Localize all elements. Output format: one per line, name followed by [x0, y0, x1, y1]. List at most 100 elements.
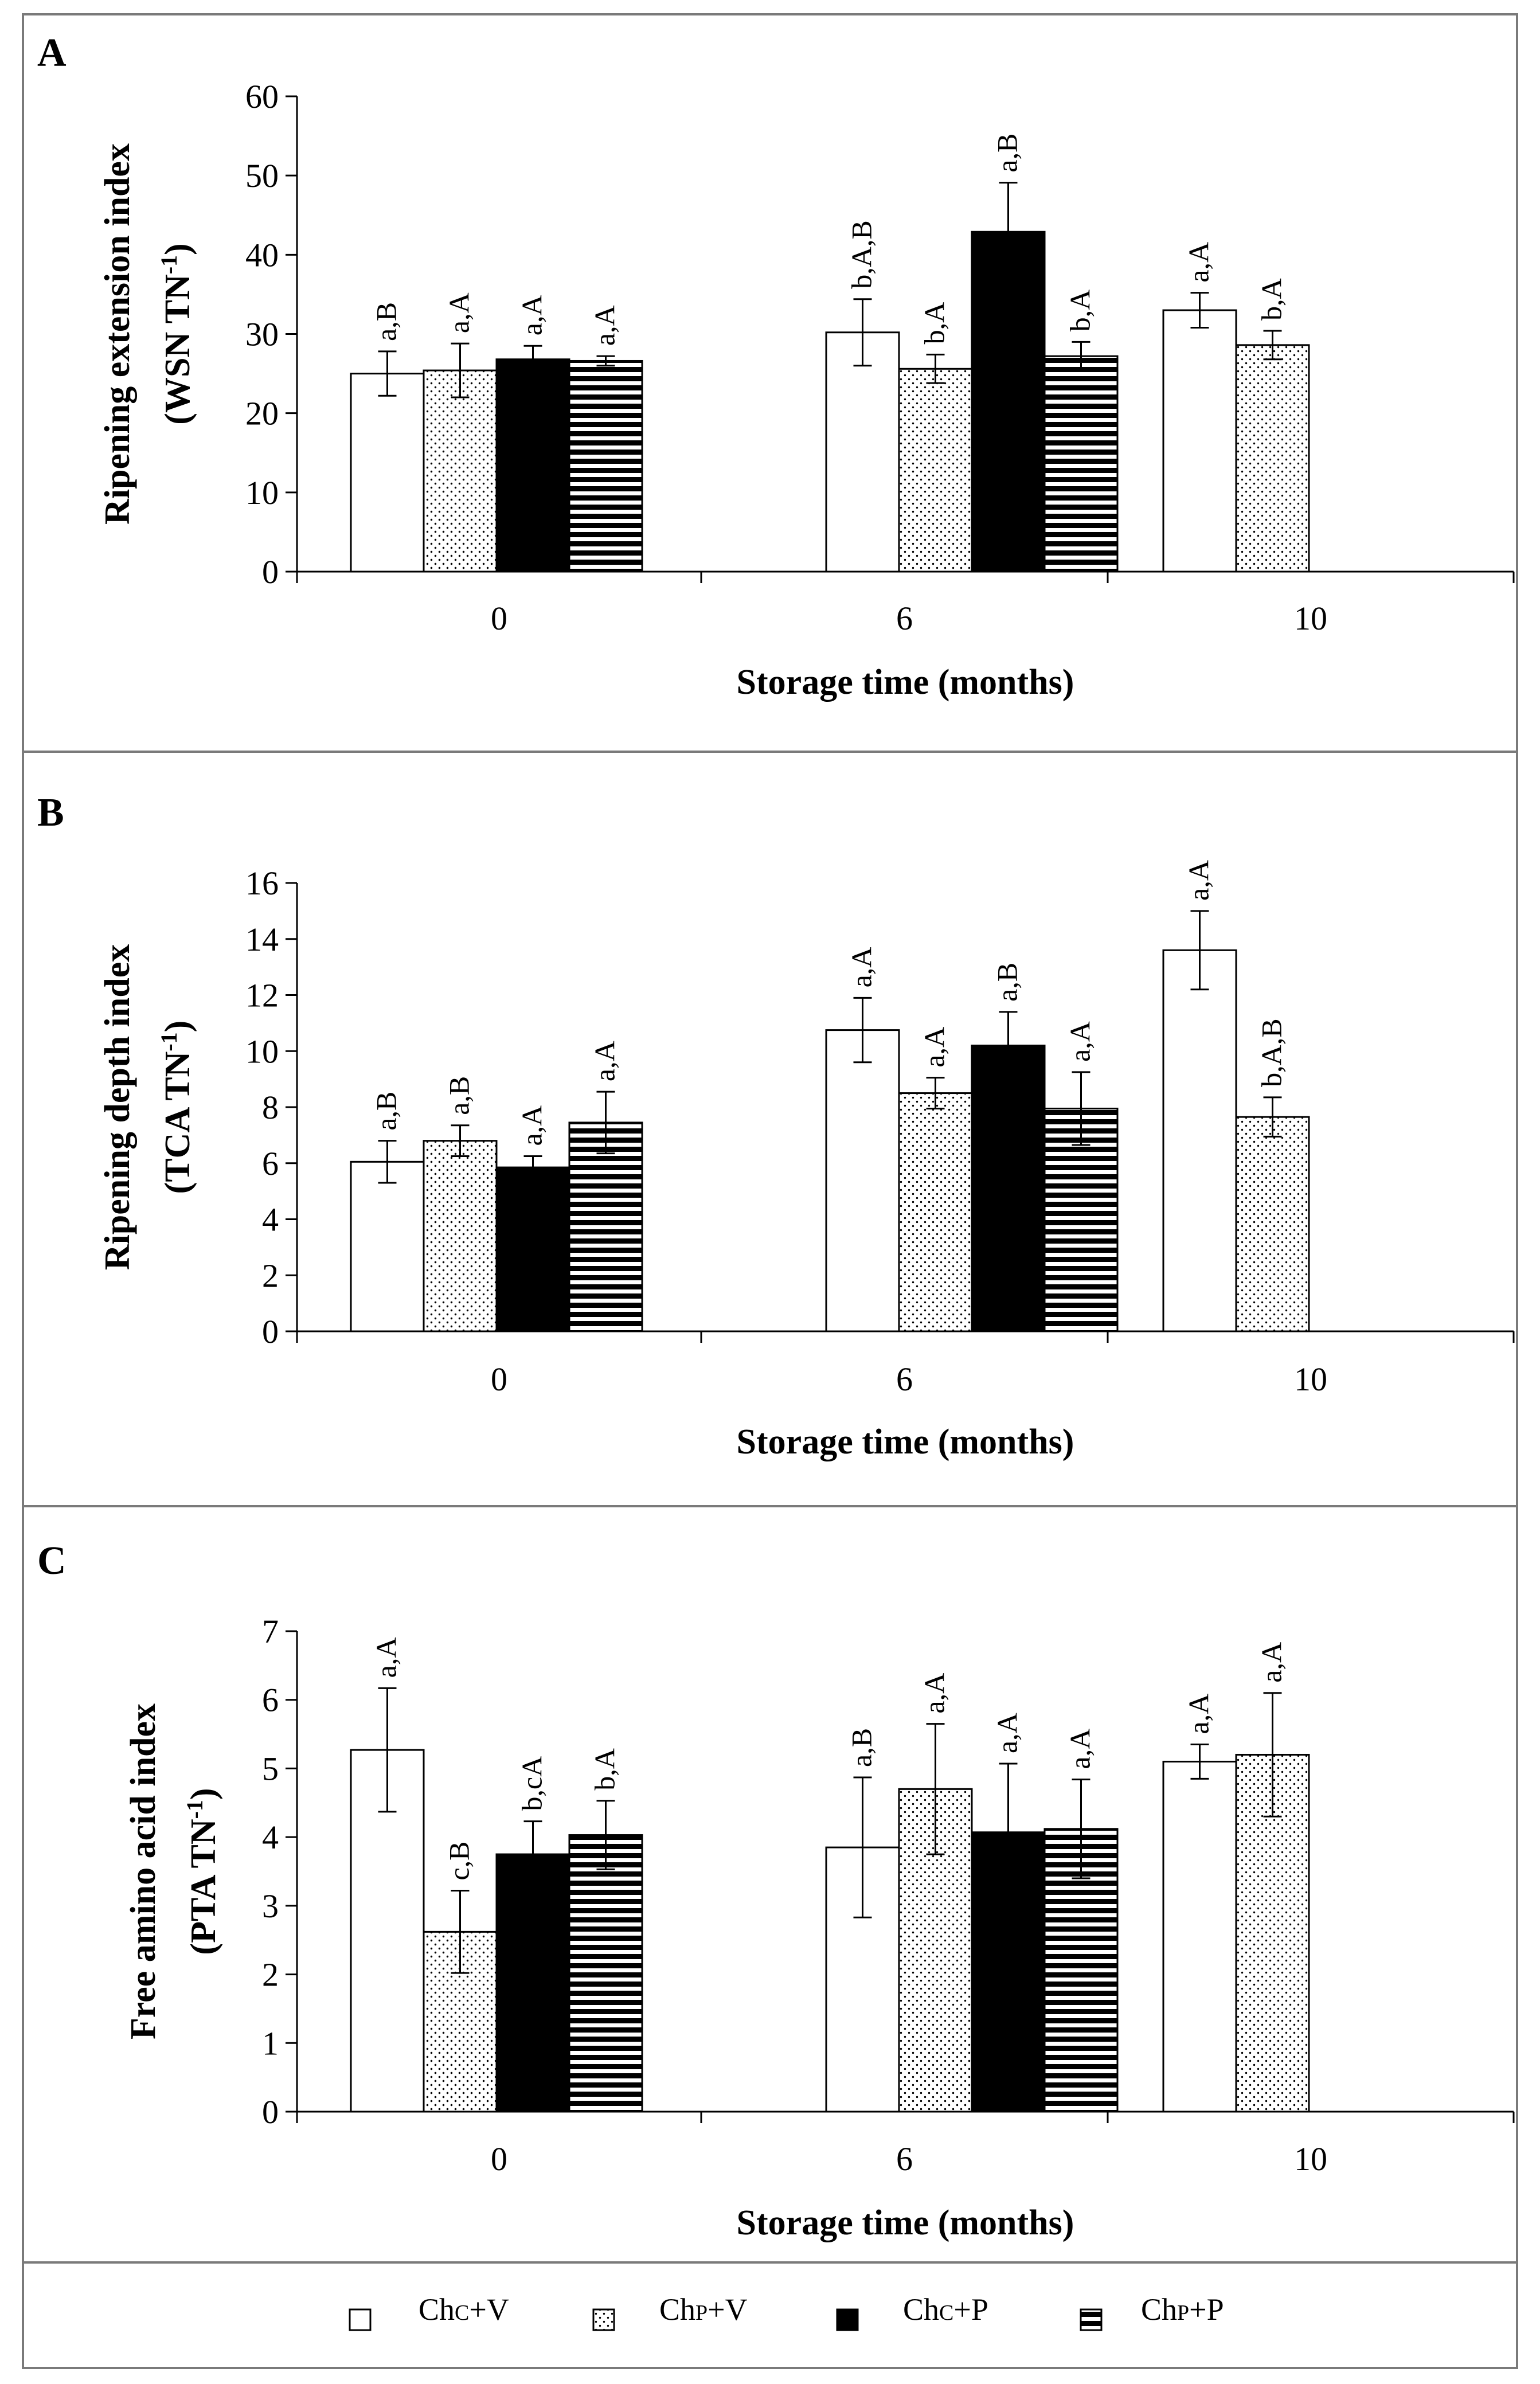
significance-label: a,A [991, 1713, 1023, 1753]
error-bar [999, 1762, 1018, 1902]
bar [350, 373, 425, 573]
y-tick-label: 10 [245, 474, 279, 511]
panel-letter: A [37, 31, 67, 75]
chart-panel-a: A 0 10 20 30 40 50 60 0 6 10 Storage time (months) R… [37, 31, 1515, 702]
y-tick-label: 20 [245, 395, 279, 432]
error-bar [596, 1800, 615, 1870]
significance-label: a,A [918, 1027, 951, 1068]
significance-label: a,A [1064, 1021, 1096, 1062]
x-tick-label: 0 [491, 2140, 507, 2178]
y-tick-label: 2 [262, 1257, 279, 1294]
y-tick-label: 0 [262, 553, 279, 591]
y-tick-label: 16 [245, 865, 279, 902]
error-bar [596, 355, 615, 367]
x-tick-label: 6 [896, 600, 913, 637]
significance-label: a,A [1064, 1729, 1096, 1769]
error-bar [853, 996, 872, 1064]
legend: ChC+V ChP+V ChC+P ChP+P [349, 2292, 1224, 2331]
y-tick-label: 1 [262, 2025, 279, 2062]
significance-label: a,B [443, 1076, 475, 1115]
significance-label: a,A [589, 305, 621, 346]
error-bar [1263, 1096, 1282, 1138]
error-bar [853, 1776, 872, 1918]
significance-label: b,A [1064, 290, 1096, 332]
x-tick-label: 10 [1294, 600, 1327, 637]
significance-label: a,A [1183, 242, 1215, 283]
error-bar [853, 298, 872, 367]
bar [495, 1853, 570, 2113]
y-tick-label: 30 [245, 316, 279, 353]
significance-label: b,A,B [846, 220, 878, 288]
y-axis-title: Ripening depth index [98, 944, 137, 1271]
y-tick-label: 4 [262, 1201, 279, 1238]
error-bar [378, 1687, 397, 1813]
y-axis-title: Free amino acid index [124, 1703, 163, 2039]
y-tick-label: 0 [262, 2093, 279, 2131]
significance-label: a,A [1183, 1694, 1215, 1734]
x-tick-label: 0 [491, 600, 507, 637]
legend-label: ChP+V [659, 2292, 748, 2327]
x-tick-label: 0 [491, 1361, 507, 1398]
bar [568, 1834, 643, 2113]
y-tick-label: 50 [245, 157, 279, 194]
error-bar [523, 1820, 542, 1889]
bar [971, 1044, 1046, 1332]
error-bar [596, 1091, 615, 1155]
significance-label: a,A [516, 1105, 548, 1146]
significance-label: a,A [443, 292, 475, 333]
legend-item: ChC+V [349, 2292, 509, 2331]
legend-item: ChP+V [592, 2292, 748, 2331]
figure-frame [22, 13, 1518, 2369]
chart-panel-c: C 0 1 2 3 4 5 6 7 0 6 10 Storage time (months) Free a… [37, 1539, 1515, 2242]
bar [825, 331, 900, 573]
chart-panel-b: B 0 2 4 6 8 10 12 14 16 0 6 10 Storage time (months) R… [37, 791, 1515, 1461]
error-bar [1072, 341, 1090, 372]
y-tick-label: 3 [262, 1887, 279, 1925]
error-bar [926, 1723, 945, 1855]
significance-label: a,A [846, 947, 878, 988]
y-tick-label: 40 [245, 236, 279, 273]
legend-label: ChP+P [1141, 2292, 1224, 2327]
x-axis-title: Storage time (months) [737, 2203, 1074, 2242]
bar [1162, 949, 1237, 1332]
panel-letter: C [37, 1539, 67, 1583]
legend-label: ChC+V [419, 2292, 509, 2327]
bar [825, 1029, 900, 1332]
x-tick-label: 6 [896, 2140, 913, 2178]
significance-label: a,A [516, 295, 548, 335]
significance-label: a,A [1256, 1642, 1288, 1683]
error-bar [451, 342, 470, 398]
error-bar [1190, 910, 1209, 991]
x-tick-label: 6 [896, 1361, 913, 1398]
significance-label: c,B [443, 1841, 475, 1880]
bar [1162, 309, 1237, 573]
significance-label: a,B [991, 134, 1023, 173]
legend-swatch [836, 2308, 859, 2331]
significance-label: a,A [589, 1041, 621, 1081]
bar [568, 1121, 643, 1332]
x-axis-title: Storage time (months) [737, 1422, 1074, 1461]
significance-label: a,B [846, 1728, 878, 1767]
error-bar [378, 350, 397, 397]
error-bar [999, 1011, 1018, 1080]
y-tick-label: 0 [262, 1313, 279, 1350]
bar [971, 230, 1046, 573]
significance-label: b,A [1256, 278, 1288, 321]
error-bar [1190, 292, 1209, 329]
significance-label: a,B [370, 302, 402, 341]
y-axis-unit: (PTA TN-1) [182, 1788, 223, 1955]
bar [568, 359, 643, 573]
y-axis-unit: (WSN TN-1) [156, 243, 197, 424]
legend-label: ChC+P [903, 2292, 988, 2327]
x-tick-label: 10 [1294, 1361, 1327, 1398]
y-tick-label: 60 [245, 78, 279, 115]
error-bar [378, 1140, 397, 1184]
error-bar [451, 1124, 470, 1158]
significance-label: a,B [370, 1092, 402, 1131]
legend-swatch [1080, 2308, 1103, 2331]
error-bar [523, 1155, 542, 1180]
legend-swatch [592, 2308, 615, 2331]
y-tick-label: 4 [262, 1819, 279, 1856]
significance-label: a,B [991, 963, 1023, 1002]
legend-item: ChP+P [1080, 2292, 1224, 2331]
